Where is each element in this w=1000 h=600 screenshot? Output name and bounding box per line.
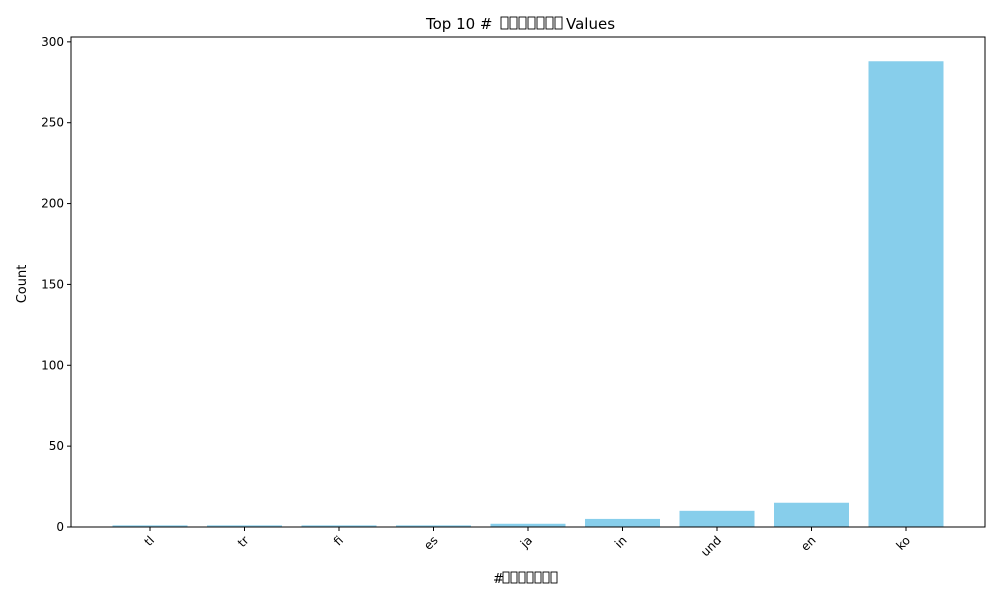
bar-fi <box>301 525 377 527</box>
bar-in <box>585 518 660 527</box>
x-tick-label: tr <box>235 533 252 550</box>
plot-frame <box>70 36 986 528</box>
missing-glyph-box <box>518 16 527 30</box>
chart-title-suffix: Values <box>566 15 615 33</box>
plot-area: tl tr fi es ja in und en ko 0 50 100 150 200 250 300 <box>41 35 986 559</box>
x-tick-label: en <box>798 533 819 554</box>
bar-tr <box>207 525 282 527</box>
x-axis-label-missing-glyphs <box>502 571 558 584</box>
missing-glyph-box <box>534 571 542 584</box>
bar-ja <box>490 523 566 527</box>
chart-title: Top 10 # Values <box>425 15 615 33</box>
y-tick-label: 0 <box>56 520 64 534</box>
chart-title-missing-glyphs <box>500 16 563 30</box>
x-tick-label: ko <box>893 533 913 553</box>
chart-title-prefix: Top 10 # <box>425 15 493 33</box>
bar-en <box>774 502 849 527</box>
bar-es <box>396 525 471 527</box>
bar-und <box>679 510 755 527</box>
x-tick-label: und <box>698 533 724 559</box>
y-axis-label: Count <box>15 265 30 304</box>
missing-glyph-box <box>550 571 558 584</box>
missing-glyph-box <box>526 571 534 584</box>
missing-glyph-box <box>502 571 510 584</box>
y-axis-ticks: 0 50 100 150 200 250 300 <box>41 35 71 534</box>
missing-glyph-box <box>545 16 554 30</box>
missing-glyph-box <box>536 16 545 30</box>
x-tick-label: ja <box>517 533 535 551</box>
missing-glyph-box <box>500 16 509 30</box>
y-tick-label: 150 <box>41 277 64 291</box>
missing-glyph-box <box>527 16 536 30</box>
x-axis-label-prefix: # <box>493 572 504 587</box>
x-axis-label: # <box>493 571 558 587</box>
missing-glyph-box <box>518 571 526 584</box>
missing-glyph-box <box>510 571 518 584</box>
x-tick-label: es <box>421 533 441 553</box>
x-tick-label: in <box>612 533 630 551</box>
y-tick-label: 250 <box>41 116 64 130</box>
y-tick-label: 200 <box>41 197 64 211</box>
x-tick-label: tl <box>142 533 158 549</box>
y-tick-label: 300 <box>41 35 64 49</box>
y-tick-label: 100 <box>41 358 64 372</box>
y-tick-label: 50 <box>49 439 64 453</box>
missing-glyph-box <box>554 16 563 30</box>
missing-glyph-box <box>542 571 550 584</box>
x-axis-ticks: tl tr fi es ja in und en ko <box>142 527 913 559</box>
missing-glyph-box <box>509 16 518 30</box>
bar-ko <box>868 61 944 528</box>
bars <box>112 61 944 528</box>
x-tick-label: fi <box>331 533 346 548</box>
bar-tl <box>112 525 188 527</box>
